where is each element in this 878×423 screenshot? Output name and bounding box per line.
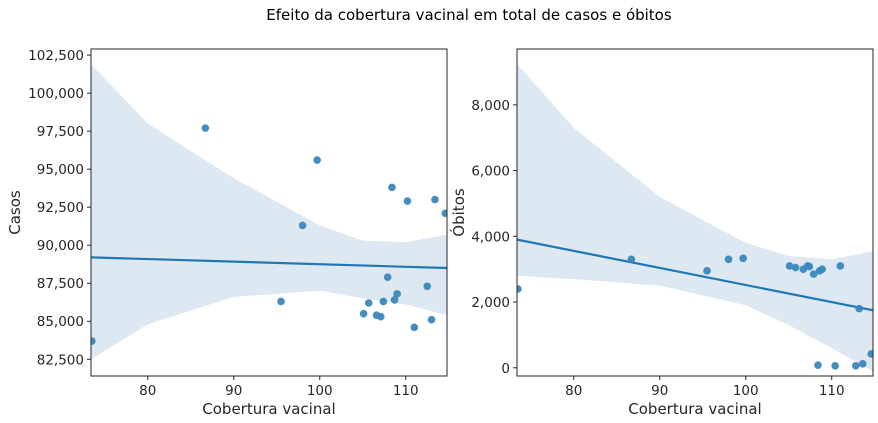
casos-x-axis-label: Cobertura vacinal [202, 400, 335, 418]
casos-ytick-label-1: 85,000 [37, 314, 84, 330]
casos-y-axis-label: Casos [6, 190, 24, 235]
casos-point-11 [388, 183, 396, 192]
obitos-point-5 [785, 262, 794, 270]
casos-ytick-label-6: 97,500 [37, 124, 84, 140]
casos-ytick-label-8: 102,500 [28, 48, 84, 64]
obitos-point-4 [739, 254, 747, 263]
casos-ytick-label-3: 90,000 [37, 238, 84, 254]
casos-xtick-label-0: 80 [139, 383, 156, 399]
obitos-x-axis-label: Cobertura vacinal [628, 400, 761, 418]
casos-point-14 [403, 197, 412, 205]
obitos-point-9 [805, 262, 814, 271]
obitos-xtick-label-2: 100 [733, 383, 759, 399]
obitos-point-17 [855, 304, 864, 313]
casos-regression-line [91, 256, 447, 270]
casos-point-8 [376, 312, 385, 321]
casos-point-15 [410, 323, 419, 332]
casos-point-6 [364, 299, 373, 307]
casos-point-0 [91, 337, 96, 345]
obitos-plot-area [517, 63, 873, 372]
obitos-point-16 [852, 362, 860, 370]
casos-point-19 [441, 209, 447, 218]
casos-plot-area [91, 64, 447, 360]
obitos-point-11 [814, 361, 822, 369]
obitos-point-15 [836, 262, 845, 270]
obitos-ytick-label-0: 0 [501, 361, 510, 377]
casos-point-13 [393, 290, 401, 298]
obitos-ytick-label-2: 4,000 [471, 229, 510, 245]
obitos-confidence-band [517, 63, 873, 372]
obitos-axes-frame [516, 48, 874, 377]
obitos-point-2 [703, 267, 711, 275]
casos-xtick-label-2: 100 [307, 383, 333, 399]
casos-point-16 [423, 282, 432, 291]
casos-point-1 [201, 124, 210, 132]
figure-title: Efeito da cobertura vacinal em total de … [266, 6, 672, 24]
casos-point-12 [390, 296, 399, 304]
casos-subplot: 80 90 100 110 82,500 85,000 87,500 90,000 92,500… [6, 48, 448, 418]
casos-point-18 [431, 195, 439, 204]
obitos-y-axis-label: Óbitos [449, 188, 468, 237]
obitos-point-6 [791, 263, 800, 272]
casos-ytick-label-5: 95,000 [37, 162, 84, 178]
obitos-point-19 [867, 350, 873, 358]
obitos-xtick-label-0: 80 [565, 383, 582, 399]
obitos-xtick-label-1: 90 [651, 383, 668, 399]
casos-ytick-label-4: 92,500 [37, 200, 84, 216]
obitos-point-0 [517, 285, 522, 293]
obitos-point-10 [809, 270, 818, 278]
casos-point-5 [359, 309, 368, 318]
obitos-point-14 [831, 362, 839, 370]
obitos-point-18 [858, 360, 867, 368]
obitos-point-1 [627, 255, 636, 264]
casos-ytick-label-7: 100,000 [28, 86, 84, 102]
casos-confidence-band [91, 64, 447, 360]
casos-point-4 [313, 156, 321, 164]
casos-axes-frame [90, 48, 448, 377]
obitos-ytick-label-1: 2,000 [471, 295, 510, 311]
casos-point-9 [379, 297, 388, 306]
casos-point-10 [383, 273, 392, 281]
obitos-ytick-label-3: 6,000 [471, 164, 510, 180]
obitos-xtick-label-3: 110 [819, 383, 845, 399]
obitos-ytick-label-4: 8,000 [471, 98, 510, 114]
casos-xtick-label-1: 90 [225, 383, 242, 399]
casos-ytick-label-2: 87,500 [37, 276, 84, 292]
casos-xtick-label-3: 110 [393, 383, 419, 399]
obitos-subplot: 80 90 100 110 0 2,000 4,000 6,000 8,000 Cobertura… [449, 48, 874, 418]
obitos-point-3 [724, 255, 733, 264]
casos-ytick-label-0: 82,500 [37, 352, 84, 368]
casos-point-2 [277, 297, 285, 306]
obitos-point-13 [818, 265, 827, 273]
casos-point-3 [298, 221, 307, 230]
casos-point-17 [427, 315, 436, 324]
obitos-regression-line [517, 238, 873, 312]
